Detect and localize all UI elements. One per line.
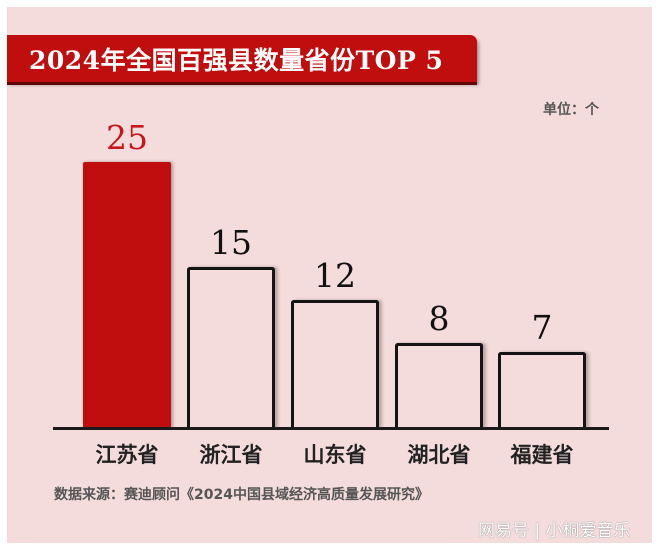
category-label: 山东省 [303,443,367,467]
x-axis-baseline [53,427,609,430]
bar-value-label: 8 [428,299,450,338]
chart-title: 2024年全国百强县数量省份TOP 5 [29,45,444,75]
bar-value-label: 15 [210,223,252,262]
bar-value-label: 7 [531,308,553,347]
category-label: 江苏省 [95,443,159,467]
bar-2 [187,267,275,428]
category-label: 湖北省 [407,443,471,467]
bar-1 [83,162,171,428]
bar-3 [291,300,379,428]
category-label: 福建省 [510,443,574,467]
bar-5 [498,352,586,428]
watermark: 网易号 | 小桐爱音乐 [478,521,631,541]
bar-4 [395,343,483,428]
category-label: 浙江省 [199,443,263,467]
bar-value-label: 25 [106,118,148,157]
bar-value-label: 12 [314,256,356,295]
unit-label: 单位：个 [543,102,599,118]
data-source: 数据来源：赛迪顾问《2024中国县域经济高质量发展研究》 [54,487,429,503]
title-banner: 2024年全国百强县数量省份TOP 5 [7,35,477,82]
